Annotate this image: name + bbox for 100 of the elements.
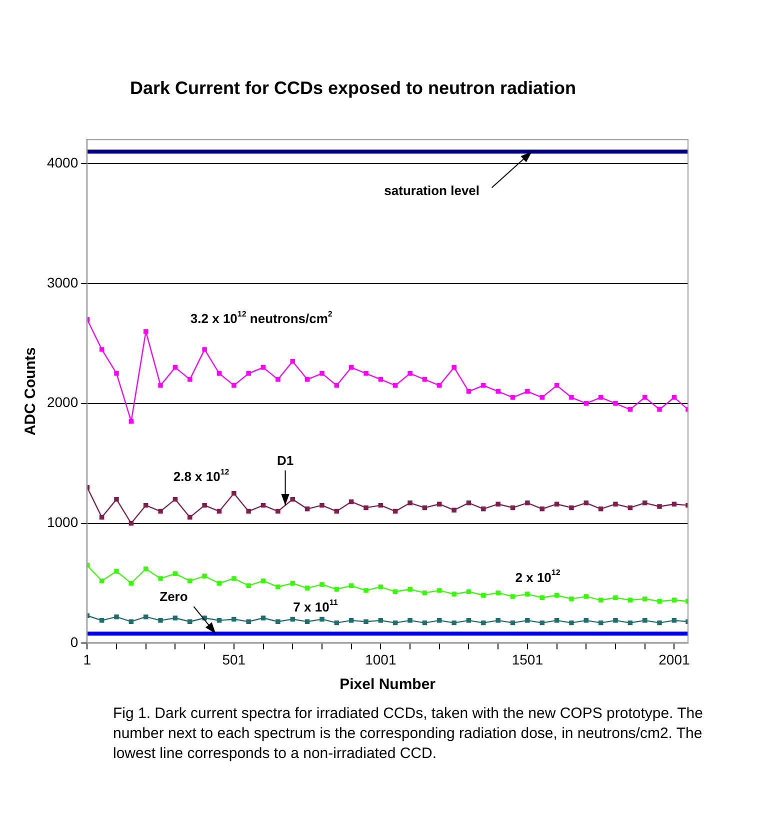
point xyxy=(172,496,178,502)
point xyxy=(554,592,560,598)
point xyxy=(525,389,530,394)
point xyxy=(584,500,589,506)
point xyxy=(437,502,442,506)
point xyxy=(657,598,662,604)
point xyxy=(348,618,354,623)
point xyxy=(172,365,178,370)
point xyxy=(510,395,516,400)
y-axis-title: ADC Counts xyxy=(22,347,40,436)
point xyxy=(128,580,134,586)
point xyxy=(202,502,207,508)
point xyxy=(114,614,119,620)
point xyxy=(466,500,472,506)
point xyxy=(525,618,530,623)
point xyxy=(392,620,398,626)
point xyxy=(642,618,648,623)
point xyxy=(408,371,412,376)
point xyxy=(99,618,104,623)
point xyxy=(466,618,472,623)
point xyxy=(128,619,134,624)
point xyxy=(216,508,222,514)
point xyxy=(422,377,428,382)
point xyxy=(378,618,384,623)
point xyxy=(232,576,236,581)
point xyxy=(657,620,662,626)
point xyxy=(598,395,604,400)
x-tick-label: 1 xyxy=(83,651,92,668)
point xyxy=(613,502,618,506)
point xyxy=(114,496,119,502)
point xyxy=(188,377,192,382)
x-tick-label: 501 xyxy=(222,651,246,668)
point xyxy=(158,618,163,623)
point xyxy=(584,594,589,599)
point xyxy=(642,500,648,506)
point xyxy=(628,407,633,412)
x-axis-title: Pixel Number xyxy=(340,676,436,694)
point xyxy=(143,566,148,572)
point xyxy=(202,347,207,352)
y-tick-label: 4000 xyxy=(46,154,78,170)
point xyxy=(642,395,648,400)
point xyxy=(216,618,222,623)
point xyxy=(378,584,384,590)
point xyxy=(99,514,104,520)
point xyxy=(334,586,340,592)
point xyxy=(378,502,384,508)
annotation: D1 xyxy=(276,452,294,468)
point xyxy=(584,401,589,406)
x-tick-label: 2001 xyxy=(658,651,690,668)
point xyxy=(408,618,412,623)
point xyxy=(348,583,354,588)
point xyxy=(452,620,456,626)
point xyxy=(510,594,516,599)
point xyxy=(437,618,442,623)
point xyxy=(628,505,633,510)
point xyxy=(364,371,368,376)
point xyxy=(554,618,560,623)
point xyxy=(290,616,295,622)
point xyxy=(569,620,574,626)
point xyxy=(276,508,280,514)
point xyxy=(188,578,192,584)
point xyxy=(320,582,324,587)
point xyxy=(246,508,251,514)
point xyxy=(304,586,310,590)
point xyxy=(628,620,633,626)
point xyxy=(348,499,354,504)
point xyxy=(598,506,604,512)
point xyxy=(260,616,266,620)
point xyxy=(525,500,530,506)
point xyxy=(172,616,178,620)
point xyxy=(672,618,677,623)
point xyxy=(364,505,368,510)
annotation: saturation level xyxy=(384,183,480,198)
point xyxy=(452,508,456,512)
point xyxy=(276,377,280,382)
point xyxy=(232,490,236,496)
point xyxy=(672,395,677,400)
point xyxy=(613,595,618,600)
point xyxy=(642,596,648,602)
point xyxy=(496,590,500,596)
point xyxy=(158,383,163,388)
point xyxy=(260,502,266,508)
point xyxy=(143,614,148,620)
y-tick-label: 1000 xyxy=(46,514,78,530)
point xyxy=(598,598,604,602)
point xyxy=(114,568,119,574)
point xyxy=(569,505,574,510)
point xyxy=(510,505,516,510)
point xyxy=(320,371,324,376)
point xyxy=(246,583,251,588)
point xyxy=(216,580,222,586)
point xyxy=(128,520,134,526)
point xyxy=(334,508,340,514)
point xyxy=(422,505,428,510)
point xyxy=(540,620,544,626)
point xyxy=(378,377,384,382)
point xyxy=(114,371,119,376)
point xyxy=(422,590,428,596)
point xyxy=(188,514,192,520)
point xyxy=(290,496,295,502)
